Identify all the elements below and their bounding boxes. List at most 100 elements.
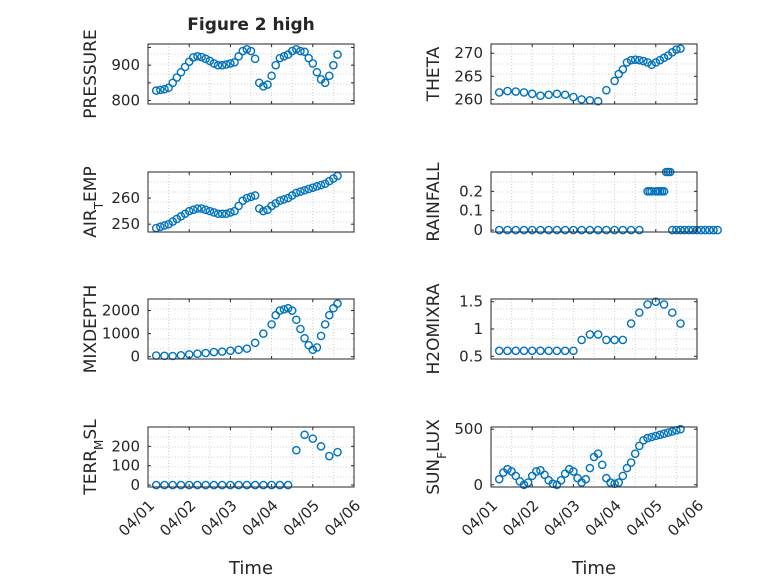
x-axis-label-left: Time (228, 558, 273, 579)
data-point (201, 54, 210, 64)
data-point (292, 315, 301, 325)
axes-box (490, 171, 698, 233)
y-tick-label: 200 (111, 437, 140, 455)
data-point (176, 67, 186, 77)
data-point (519, 88, 529, 97)
data-point (519, 480, 529, 490)
data-point (300, 333, 309, 343)
data-point (209, 208, 219, 217)
data-point (532, 467, 541, 476)
y-tick-label: 900 (111, 56, 140, 74)
data-point (647, 432, 656, 442)
panel-sun_flux: 0 500 SUNFLUX 04/0104/0204/0304/0404/0504/0… (424, 419, 707, 540)
data-point (610, 76, 619, 86)
y-tick-label: 250 (111, 215, 140, 233)
data-point (226, 346, 235, 355)
data-point (201, 348, 210, 358)
data-point (156, 222, 165, 232)
data-point (267, 320, 276, 329)
data-point (263, 80, 272, 89)
data-point (168, 351, 178, 361)
panel-h2omixra: 0.5 1 1.5 H2OMIXRA (424, 283, 698, 375)
y-tick-label: 0 (130, 476, 140, 494)
data-point (494, 88, 504, 97)
data-point (234, 480, 243, 490)
data-point (283, 303, 293, 313)
y-axis-label: SUNFLUX (424, 419, 449, 495)
data-point (494, 225, 504, 235)
data-point (593, 225, 603, 235)
data-point (655, 430, 665, 440)
data-point (221, 209, 231, 219)
data-point (610, 335, 619, 345)
data-point (540, 470, 549, 480)
x-tick-label: 04/06 (321, 497, 364, 540)
data-point (308, 183, 318, 192)
data-point (271, 60, 281, 70)
data-point (168, 480, 178, 490)
data-point (626, 55, 636, 65)
x-tick-label: 04/06 (664, 497, 707, 540)
data-point (622, 463, 632, 473)
data-point (209, 347, 219, 357)
data-point (292, 445, 301, 455)
data-point (503, 464, 512, 474)
y-tick-label: 0 (130, 348, 140, 366)
data-point (184, 206, 194, 216)
data-point (242, 480, 252, 490)
data-point (618, 471, 628, 481)
data-point (304, 184, 313, 194)
data-point (536, 346, 545, 356)
data-point (160, 480, 169, 490)
panel-rainfall: 00.1 0.2 RAINFALL (424, 162, 722, 242)
data-point (643, 433, 652, 443)
y-tick-label: 260 (454, 90, 483, 108)
panel-air_temp: 250 260 AIRTEMP (81, 166, 355, 238)
data-point (197, 204, 206, 213)
data-point (630, 449, 640, 458)
data-point (333, 50, 342, 59)
data-point (659, 187, 669, 196)
data-point (676, 225, 685, 235)
data-point (597, 460, 607, 470)
data-point (602, 85, 611, 95)
y-axis-label: RAINFALL (424, 162, 444, 242)
data-point (585, 225, 595, 235)
data-point (189, 205, 198, 215)
data-point (329, 60, 338, 70)
data-point (217, 60, 227, 70)
data-point (300, 430, 309, 440)
data-point (250, 54, 260, 64)
data-point (242, 344, 252, 353)
x-tick-label: 04/02 (499, 497, 542, 540)
data-point (320, 320, 330, 329)
data-point (713, 225, 722, 235)
data-point (238, 46, 248, 56)
panel-theta: 260 265 270 THETA (424, 43, 698, 108)
data-point (316, 331, 326, 341)
y-axis-label: TERRMSL (81, 419, 106, 496)
data-point (676, 44, 685, 53)
data-point (217, 480, 227, 490)
x-tick-label: 04/05 (623, 497, 666, 540)
y-axis-label: AIRTEMP (81, 166, 106, 237)
data-point (193, 52, 202, 61)
data-point (324, 451, 334, 461)
y-tick-label: 500 (454, 420, 483, 438)
data-point (560, 225, 570, 235)
data-point (312, 182, 322, 191)
data-point (213, 209, 223, 219)
data-point (672, 45, 681, 54)
data-point (193, 204, 202, 213)
data-point (585, 330, 595, 339)
data-point (511, 471, 521, 481)
data-point (234, 345, 243, 355)
axes-box (147, 43, 355, 105)
data-point (324, 71, 334, 81)
data-point (308, 345, 318, 355)
data-point (647, 187, 656, 196)
data-point (577, 225, 586, 235)
data-point (577, 335, 586, 345)
axes-box (490, 43, 698, 105)
data-point (242, 44, 252, 54)
